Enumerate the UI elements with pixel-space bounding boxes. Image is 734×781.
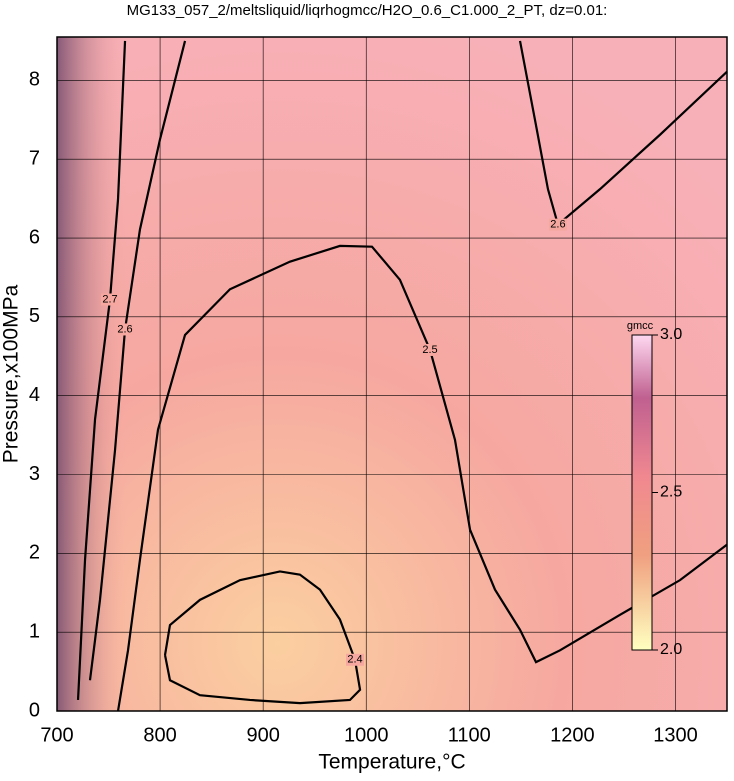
contour-line	[163, 570, 362, 705]
contour-line	[88, 40, 187, 681]
y-tick-label: 4	[29, 384, 40, 406]
contour-label: 2.7	[102, 293, 117, 305]
colorbar	[631, 334, 653, 651]
x-tick-label: 700	[40, 724, 73, 746]
x-axis-label: Temperature,°C	[318, 751, 465, 774]
colorbar-tick-label: 2.5	[660, 484, 682, 501]
y-tick-label: 8	[29, 69, 40, 91]
contour-label-bg	[345, 653, 364, 666]
contour-label-bg	[421, 343, 440, 356]
contour-label: 2.6	[117, 323, 132, 335]
plot-frame	[56, 36, 728, 712]
colorbar-label: gmcc	[627, 320, 654, 332]
x-tick-label: 1200	[550, 724, 595, 746]
y-tick-label: 7	[29, 147, 40, 169]
y-tick-label: 3	[29, 463, 40, 485]
x-tick-label: 800	[143, 724, 176, 746]
x-tick-label: 1300	[653, 724, 698, 746]
contour-label-bg	[116, 323, 135, 336]
contour-label-bg	[548, 218, 567, 231]
y-tick-label: 1	[29, 620, 40, 642]
contour-label-bg	[100, 293, 119, 306]
contour-label: 2.4	[347, 654, 362, 666]
plot-shading	[57, 37, 127, 711]
y-tick-label: 0	[29, 699, 40, 721]
plot-background	[57, 37, 727, 711]
x-tick-label: 900	[246, 724, 279, 746]
x-tick-label: 1000	[344, 724, 389, 746]
colorbar-tick-label: 2.0	[660, 641, 682, 658]
contour-label: 2.5	[422, 344, 437, 356]
contour-label: 2.6	[550, 219, 565, 231]
y-tick-label: 2	[29, 542, 40, 564]
y-tick-label: 6	[29, 226, 40, 248]
x-tick-label: 1100	[448, 724, 491, 746]
chart-title: MG133_057_2/meltsliquid/liqrhogmcc/H2O_0…	[127, 2, 608, 19]
y-axis-label: Pressure,x100MPa	[0, 284, 23, 463]
contour-line	[76, 40, 127, 701]
contour-line	[116, 244, 728, 712]
colorbar-tick-label: 3.0	[660, 326, 682, 343]
y-tick-label: 5	[29, 305, 40, 327]
